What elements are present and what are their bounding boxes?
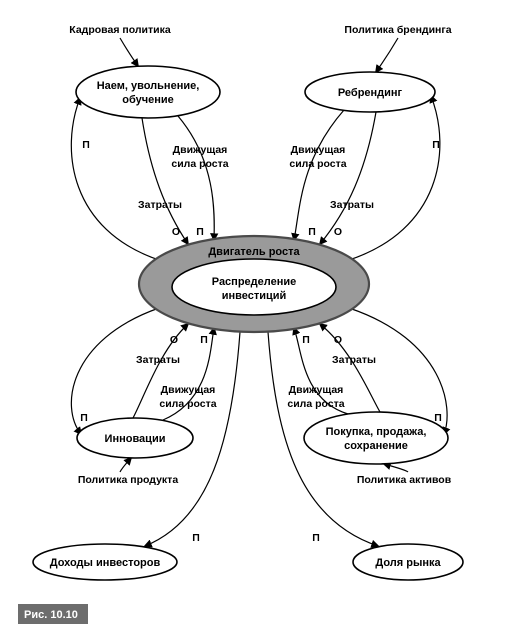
edge-label-tl_drive2: сила роста	[171, 158, 228, 170]
edge-label-br_drive1: Движущая	[289, 384, 344, 396]
polarity-br_P_out: П	[434, 412, 442, 424]
edge-label-bl_drive1: Движущая	[161, 384, 216, 396]
svg-text:Доля рынка: Доля рынка	[375, 557, 441, 569]
edge-label-bl_cost: Затраты	[136, 354, 180, 366]
policy-label-product: Политика продукта	[78, 474, 178, 486]
engine-outer-label: Двигатель роста	[208, 246, 300, 258]
edge-label-br_cost: Затраты	[332, 354, 376, 366]
edge-label-tl_drive1: Движущая	[173, 144, 228, 156]
edge-label-tr_drive2: сила роста	[289, 158, 346, 170]
polarity-botR_P: П	[312, 532, 320, 544]
policy-label-brand: Политика брендинга	[344, 24, 451, 36]
svg-text:Покупка, продажа,: Покупка, продажа,	[326, 426, 427, 438]
node-midRight	[304, 412, 448, 464]
polarity-br_O: О	[334, 334, 342, 346]
polarity-bl_P_in: П	[200, 334, 208, 346]
polarity-bl_P_out: П	[80, 412, 88, 424]
polarity-tl_O: О	[172, 226, 180, 238]
node-topLeft	[76, 66, 220, 118]
svg-text:сохранение: сохранение	[344, 440, 408, 452]
svg-text:обучение: обучение	[122, 94, 174, 106]
edge-label-br_drive2: сила роста	[287, 398, 344, 410]
polarity-tl_P_out: П	[82, 139, 90, 151]
svg-text:Ребрендинг: Ребрендинг	[338, 87, 403, 99]
polarity-br_P_in: П	[302, 334, 310, 346]
caption-text: Рис. 10.10	[24, 609, 78, 621]
svg-text:Наем, увольнение,: Наем, увольнение,	[97, 80, 200, 92]
edge-label-tr_drive1: Движущая	[291, 144, 346, 156]
engine-inner-label-1: Распределение	[212, 276, 297, 288]
svg-text:Инновации: Инновации	[105, 433, 166, 445]
polarity-tr_P_out: П	[432, 139, 440, 151]
polarity-botL_P: П	[192, 532, 200, 544]
svg-text:Доходы инвесторов: Доходы инвесторов	[50, 557, 161, 569]
edge-label-bl_drive2: сила роста	[159, 398, 216, 410]
polarity-tr_O: О	[334, 226, 342, 238]
edge-label-tr_cost: Затраты	[330, 199, 374, 211]
polarity-tl_P_in: П	[196, 226, 204, 238]
policy-label-kadr: Кадровая политика	[69, 24, 171, 36]
polarity-bl_O: О	[170, 334, 178, 346]
engine-inner-label-2: инвестиций	[222, 290, 287, 302]
policy-label-assets: Политика активов	[357, 474, 452, 486]
edge-label-tl_cost: Затраты	[138, 199, 182, 211]
polarity-tr_P_in: П	[308, 226, 316, 238]
